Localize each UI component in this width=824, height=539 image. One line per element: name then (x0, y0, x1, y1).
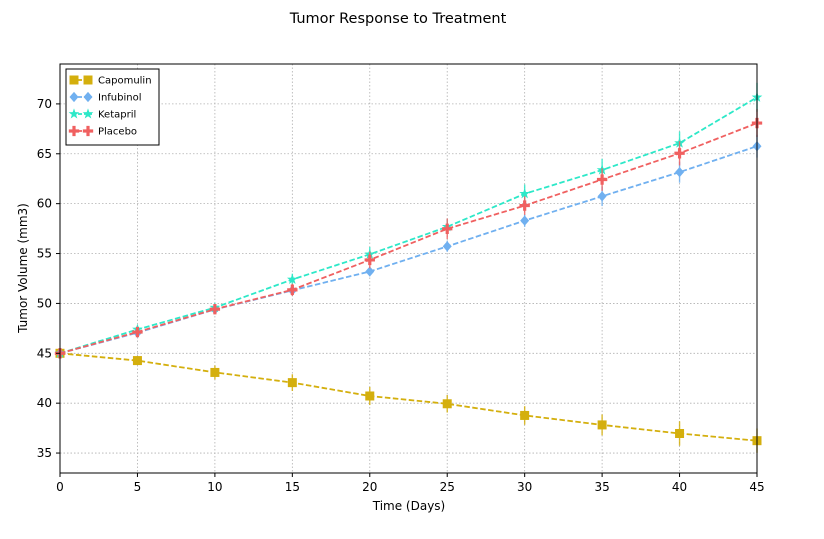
series-ketapril (54, 82, 763, 358)
series-line (59, 352, 758, 442)
data-point (597, 191, 607, 202)
y-tick-label: 35 (37, 446, 52, 460)
chart-title: Tumor Response to Treatment (289, 11, 507, 27)
y-tick-label: 50 (37, 296, 52, 310)
data-point (287, 378, 297, 388)
legend-marker (69, 91, 79, 103)
legend-item: Placebo (68, 125, 137, 138)
legend-item: Capomulin (69, 75, 152, 87)
legend-label: Placebo (98, 127, 137, 138)
data-point (596, 174, 608, 185)
legend-marker (69, 75, 79, 85)
legend: Capomulin Infubinol Ketapril Placebo (65, 68, 160, 146)
x-tick-label: 0 (56, 480, 64, 494)
data-point (675, 166, 685, 178)
data-point (286, 273, 298, 285)
x-tick-label: 5 (134, 480, 142, 494)
y-axis: 35 40 45 50 55 60 65 70 (37, 97, 60, 460)
series-capomulin (55, 348, 762, 453)
data-point (442, 241, 452, 252)
data-point (597, 420, 607, 430)
legend-label: Infubinol (98, 93, 142, 104)
data-point (520, 215, 530, 226)
data-point (365, 266, 375, 277)
x-axis: 0 5 10 15 20 25 30 35 40 45 (56, 473, 765, 494)
x-tick-label: 35 (594, 480, 609, 494)
x-tick-label: 15 (285, 480, 300, 494)
x-tick-label: 30 (517, 480, 532, 494)
x-tick-label: 40 (672, 480, 687, 494)
data-point (519, 200, 530, 211)
data-point (520, 410, 530, 420)
y-axis-label: Tumor Volume (mm3) (16, 203, 30, 334)
series-line (59, 122, 758, 355)
x-tick-label: 25 (440, 480, 455, 494)
legend-marker (82, 108, 94, 119)
y-tick-label: 40 (37, 396, 52, 410)
data-point (365, 391, 375, 401)
x-tick-label: 45 (749, 480, 764, 494)
data-point (674, 148, 685, 159)
legend-item: Ketapril (68, 108, 136, 121)
x-axis-label: Time (Days) (372, 499, 446, 513)
legend-label: Ketapril (98, 110, 136, 121)
legend-item: Infubinol (69, 91, 142, 104)
legend-marker (83, 91, 93, 103)
data-point (209, 304, 221, 315)
series-line (59, 96, 758, 355)
data-point (442, 223, 453, 234)
y-tick-label: 65 (37, 147, 52, 161)
data-point (210, 367, 220, 377)
data-point (364, 254, 375, 266)
data-point (442, 399, 452, 409)
data-point (132, 326, 143, 338)
legend-marker (68, 125, 80, 137)
data-point (519, 188, 531, 199)
legend-marker (68, 108, 80, 119)
plot-frame (59, 63, 758, 474)
series-layer (54, 82, 763, 453)
y-tick-label: 55 (37, 247, 52, 261)
data-point (132, 356, 142, 366)
y-tick-label: 70 (37, 97, 52, 111)
series-placebo (54, 109, 763, 359)
legend-marker (82, 125, 94, 137)
data-point (675, 428, 685, 438)
x-tick-label: 20 (362, 480, 377, 494)
y-tick-label: 60 (37, 197, 52, 211)
legend-box (65, 68, 160, 146)
legend-label: Capomulin (98, 76, 152, 87)
grid (59, 64, 758, 473)
legend-marker (83, 75, 93, 85)
y-tick-label: 45 (37, 346, 52, 360)
data-point (287, 284, 298, 296)
x-tick-label: 10 (207, 480, 222, 494)
